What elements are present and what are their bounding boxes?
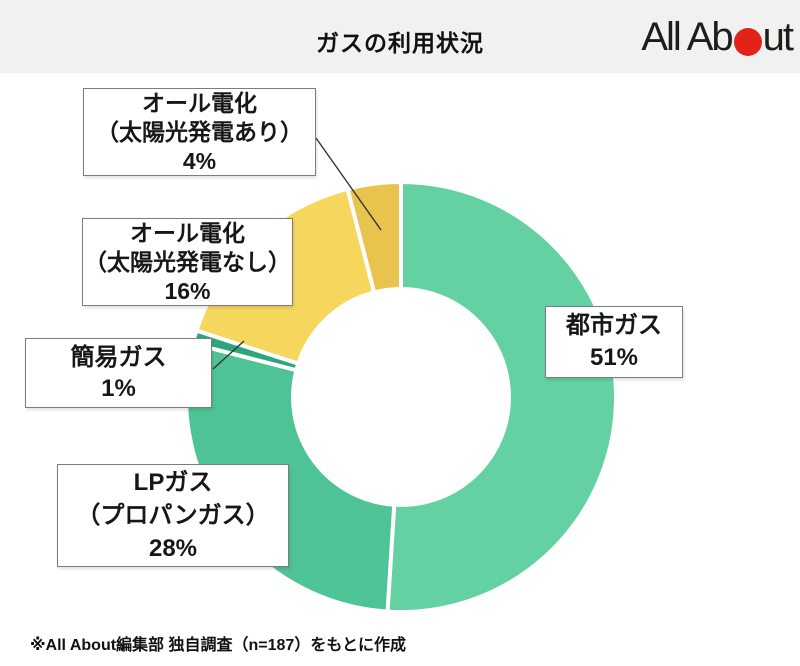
callout-label: オール電化: [130, 219, 245, 246]
leader-line-kani-gas: [212, 340, 245, 370]
logo-text-left: All Ab: [641, 14, 733, 59]
callout-value: 16%: [164, 277, 211, 304]
callout-label: （太陽光発電なし）: [84, 248, 291, 275]
callout-label: 簡易ガス: [70, 344, 167, 371]
logo-red-circle-icon: [733, 28, 762, 56]
donut-segment-4: [345, 179, 403, 295]
callout-toshi-gas: 都市ガス 51%: [545, 306, 683, 378]
callout-value: 1%: [101, 375, 136, 402]
callout-value: 28%: [148, 535, 198, 562]
callout-label: （プロパンガス）: [76, 502, 270, 529]
leader-line-all-denka-ari: [315, 137, 382, 231]
callout-label: オール電化: [142, 89, 257, 116]
callout-label: 都市ガス: [566, 312, 662, 339]
donut-segment-0: [385, 179, 618, 614]
page-title: ガスの利用状況: [316, 30, 484, 56]
logo-text-right: ut: [762, 14, 794, 59]
callout-label: （太陽光発電あり）: [96, 118, 303, 145]
source-note: ※All About編集部 独自調査（n=187）をもとに作成: [30, 637, 406, 654]
callout-label: LPガス: [133, 469, 213, 496]
callout-value: 4%: [182, 147, 217, 174]
callout-all-denka-ari: オール電化 （太陽光発電あり） 4%: [83, 88, 316, 176]
callout-lp-gas: LPガス （プロパンガス） 28%: [57, 464, 289, 567]
callout-all-denka-nashi: オール電化 （太陽光発電なし） 16%: [82, 218, 293, 306]
allabout-logo: All Ab ut: [641, 13, 794, 61]
header-band: [0, 0, 800, 73]
callout-value: 51%: [589, 344, 639, 371]
callout-kani-gas: 簡易ガス 1%: [25, 338, 212, 408]
